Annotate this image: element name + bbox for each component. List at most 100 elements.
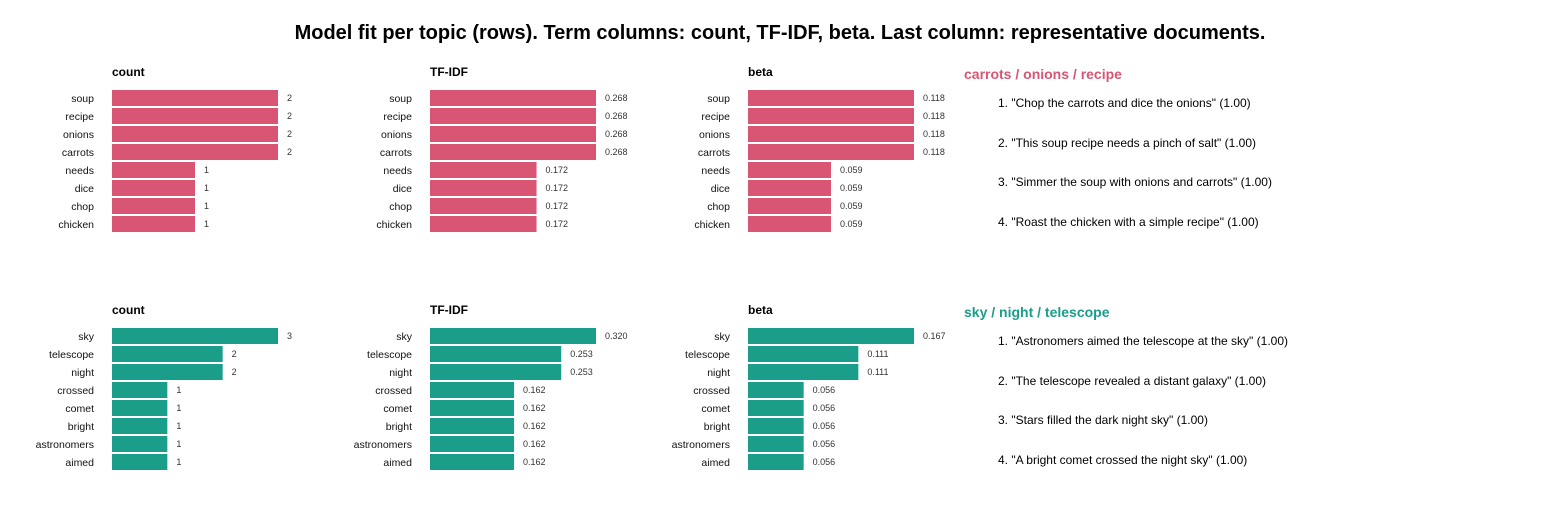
data-label: 1: [204, 201, 209, 211]
bar: [748, 180, 831, 196]
term-label: recipe: [701, 111, 730, 123]
data-label: 0.059: [840, 201, 863, 211]
document-item: 1. "Chop the carrots and dice the onions…: [998, 96, 1251, 110]
data-label: 0.268: [605, 111, 628, 121]
term-label: chop: [389, 201, 412, 213]
bar: [748, 216, 831, 232]
bar: [430, 90, 596, 106]
bar: [430, 162, 537, 178]
data-label: 2: [287, 93, 292, 103]
data-label: 2: [287, 129, 292, 139]
data-label: 0.268: [605, 129, 628, 139]
bar: [748, 418, 804, 434]
data-label: 0.118: [923, 147, 945, 157]
data-label: 0.172: [546, 201, 569, 211]
document-panel: carrots / onions / recipe 1. "Chop the ca…: [964, 66, 1524, 246]
document-item: 2. "The telescope revealed a distant gal…: [998, 373, 1267, 388]
data-label: 0.268: [605, 147, 628, 157]
term-label: chicken: [376, 219, 412, 231]
bar: [112, 126, 278, 142]
data-label: 1: [204, 165, 209, 175]
data-label: 1: [176, 439, 181, 449]
data-label: 0.162: [523, 385, 546, 395]
bar: [748, 436, 804, 452]
data-label: 0.253: [570, 349, 593, 359]
bar: [112, 454, 168, 470]
term-label: carrots: [698, 147, 730, 159]
term-label: dice: [393, 183, 412, 195]
term-label: onions: [381, 129, 412, 141]
panel-title: count: [112, 65, 145, 79]
term-label: comet: [65, 403, 94, 415]
bar: [748, 198, 831, 214]
term-label: sky: [396, 331, 413, 343]
bar: [112, 346, 223, 362]
term-label: carrots: [380, 147, 412, 159]
data-label: 0.111: [867, 349, 888, 359]
panel-title: count: [112, 303, 145, 317]
term-label: carrots: [62, 147, 94, 159]
term-label: sky: [78, 331, 95, 343]
bar: [430, 400, 515, 416]
term-label: aimed: [383, 457, 412, 469]
bar: [112, 364, 223, 380]
term-label: dice: [75, 183, 94, 195]
data-label: 3: [287, 331, 292, 341]
term-label: bright: [386, 421, 412, 433]
data-label: 0.056: [813, 457, 836, 467]
panel-title: TF-IDF: [430, 65, 468, 79]
term-label: telescope: [49, 349, 94, 361]
bar: [748, 364, 859, 380]
bar: [430, 364, 562, 380]
data-label: 2: [287, 147, 292, 157]
data-label: 2: [287, 111, 292, 121]
bar: [748, 126, 914, 142]
term-label: onions: [63, 129, 94, 141]
document-item: 4. "Roast the chicken with a simple reci…: [998, 214, 1259, 229]
data-label: 0.167: [923, 331, 946, 341]
panel-title: beta: [748, 65, 773, 79]
term-label: bright: [68, 421, 94, 433]
panel-title: beta: [748, 303, 773, 317]
term-label: comet: [701, 403, 730, 415]
bar: [430, 328, 596, 344]
term-label: night: [707, 367, 730, 379]
bar: [112, 400, 168, 416]
document-item: 3. "Simmer the soup with onions and carr…: [998, 175, 1272, 189]
panel-title: TF-IDF: [430, 303, 468, 317]
term-label: sky: [714, 331, 731, 343]
term-label: chicken: [694, 219, 730, 231]
bar: [748, 454, 804, 470]
term-label: aimed: [65, 457, 94, 469]
data-label: 0.059: [840, 219, 863, 229]
bar: [748, 400, 804, 416]
data-label: 0.056: [813, 421, 836, 431]
data-label: 0.056: [813, 439, 836, 449]
bar: [112, 216, 195, 232]
bar: [430, 198, 537, 214]
bar: [430, 454, 515, 470]
document-item: 3. "Stars filled the dark night sky" (1.…: [998, 413, 1208, 427]
bar: [748, 162, 831, 178]
term-label: telescope: [685, 349, 730, 361]
term-label: crossed: [693, 385, 730, 397]
bar: [748, 346, 859, 362]
bar: [112, 328, 278, 344]
data-label: 0.320: [605, 331, 628, 341]
data-label: 0.056: [813, 403, 836, 413]
data-label: 1: [176, 457, 181, 467]
bar: [430, 108, 596, 124]
data-label: 1: [204, 183, 209, 193]
term-label: chicken: [58, 219, 94, 231]
term-label: night: [389, 367, 412, 379]
bar: [430, 418, 515, 434]
bar: [430, 436, 515, 452]
bar: [748, 144, 914, 160]
term-label: onions: [699, 129, 730, 141]
term-label: chop: [71, 201, 94, 213]
data-label: 1: [176, 403, 181, 413]
term-label: crossed: [375, 385, 412, 397]
term-label: crossed: [57, 385, 94, 397]
data-label: 0.118: [923, 111, 945, 121]
